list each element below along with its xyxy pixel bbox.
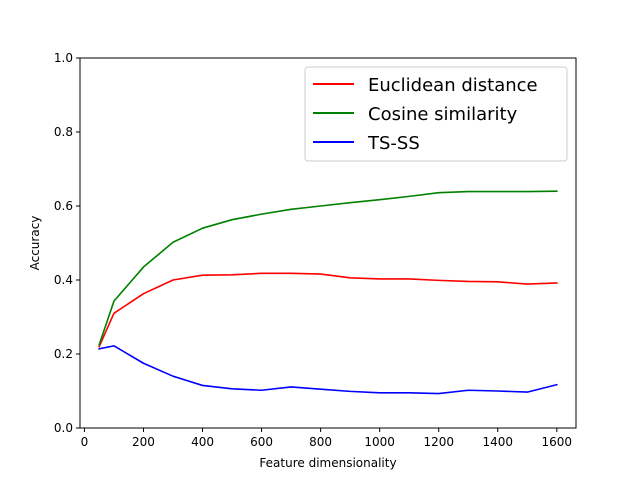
data-point-ts-ss [497,390,499,392]
y-tick-label: 0.0 [54,421,73,435]
data-point-euclidean-distance [320,273,322,275]
data-point-cosine-similarity [202,227,204,229]
data-point-euclidean-distance [349,277,351,279]
data-point-euclidean-distance [113,313,115,315]
data-point-ts-ss [467,389,469,391]
data-point-euclidean-distance [261,273,263,275]
data-point-ts-ss [379,392,381,394]
data-point-euclidean-distance [379,278,381,280]
x-tick-label: 1400 [482,435,513,449]
data-point-cosine-similarity [98,344,100,346]
data-point-ts-ss [261,389,263,391]
data-point-cosine-similarity [349,202,351,204]
x-axis-label: Feature dimensionality [259,456,396,470]
data-point-cosine-similarity [231,219,233,221]
data-point-cosine-similarity [113,300,115,302]
x-tick-label: 600 [250,435,273,449]
y-axis: 0.0 0.2 0.4 0.6 0.8 1.0 [54,51,80,435]
y-tick-label: 0.6 [54,199,73,213]
legend-label-cosine: Cosine similarity [368,104,518,125]
data-point-euclidean-distance [408,278,410,280]
legend: Euclidean distance Cosine similarity TS-… [304,66,568,162]
x-axis: 0 200 400 600 800 1000 1200 1400 1600 [81,428,572,449]
y-tick-label: 0.4 [54,273,73,287]
x-tick-label: 800 [309,435,332,449]
data-point-cosine-similarity [467,191,469,193]
data-point-ts-ss [408,392,410,394]
y-axis-label: Accuracy [28,216,42,271]
y-tick-label: 0.8 [54,125,73,139]
data-point-ts-ss [98,348,100,350]
data-point-euclidean-distance [290,273,292,275]
legend-box [304,66,568,162]
data-point-ts-ss [172,375,174,377]
data-point-ts-ss [438,393,440,395]
data-point-euclidean-distance [172,279,174,281]
data-point-ts-ss [113,345,115,347]
data-point-cosine-similarity [172,241,174,243]
y-tick-label: 1.0 [54,51,73,65]
data-point-euclidean-distance [556,282,558,284]
data-point-cosine-similarity [261,213,263,215]
data-point-cosine-similarity [290,209,292,211]
series-line-cosine-similarity [98,190,558,346]
series-line-ts-ss [98,345,558,395]
series-line-euclidean-distance [98,272,558,348]
x-tick-label: 0 [81,435,89,449]
legend-label-euclidean: Euclidean distance [368,75,538,96]
data-point-euclidean-distance [497,281,499,283]
data-point-cosine-similarity [143,266,145,268]
data-point-ts-ss [526,391,528,393]
data-point-cosine-similarity [320,205,322,207]
data-point-cosine-similarity [438,192,440,194]
x-tick-label: 400 [191,435,214,449]
data-point-euclidean-distance [231,274,233,276]
data-point-euclidean-distance [438,280,440,282]
data-point-euclidean-distance [526,283,528,285]
data-point-cosine-similarity [379,199,381,201]
data-point-cosine-similarity [526,191,528,193]
data-point-ts-ss [556,384,558,386]
data-point-ts-ss [290,386,292,388]
data-point-cosine-similarity [408,196,410,198]
x-tick-label: 1000 [364,435,395,449]
data-point-ts-ss [143,362,145,364]
x-tick-label: 1600 [542,435,573,449]
y-tick-label: 0.2 [54,347,73,361]
data-point-ts-ss [349,391,351,393]
plot-frame [79,57,577,429]
data-point-ts-ss [202,385,204,387]
plot-lines [98,190,558,395]
data-point-euclidean-distance [467,281,469,283]
x-tick-label: 200 [132,435,155,449]
data-point-euclidean-distance [143,293,145,295]
data-point-euclidean-distance [98,346,100,348]
data-point-ts-ss [231,388,233,390]
data-point-euclidean-distance [202,274,204,276]
data-point-cosine-similarity [497,191,499,193]
x-tick-label: 1200 [423,435,454,449]
legend-label-tsss: TS-SS [367,133,420,154]
data-point-cosine-similarity [556,190,558,192]
data-point-ts-ss [320,388,322,390]
